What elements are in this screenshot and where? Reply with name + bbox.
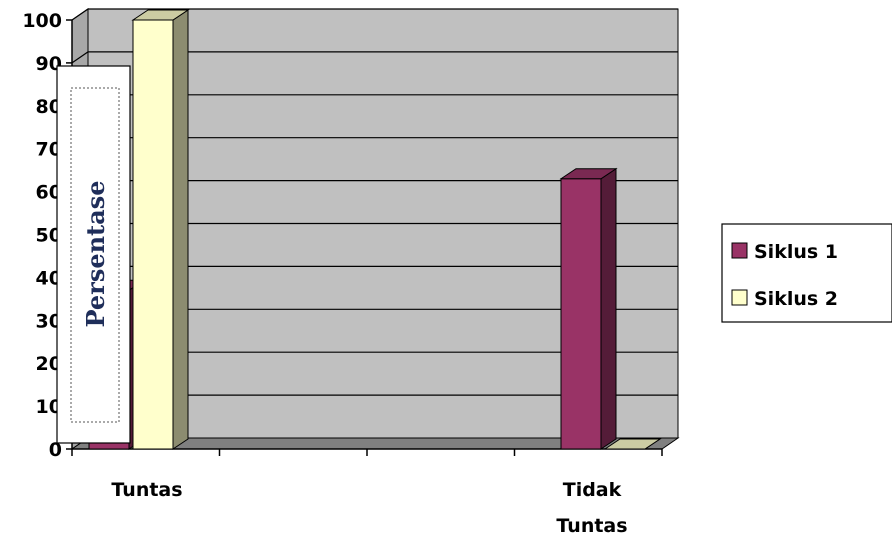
y-tick-label: 40 — [36, 267, 62, 289]
y-tick-label: 60 — [36, 182, 62, 204]
gridline — [71, 51, 678, 64]
bar-side — [172, 9, 189, 450]
legend-box — [721, 223, 892, 323]
legend-swatch — [731, 242, 748, 259]
legend: Siklus 1 Siklus 2 — [721, 223, 892, 323]
y-tick-label: 20 — [36, 353, 62, 375]
y-tick-label: 0 — [49, 439, 62, 461]
y-tick-label: 70 — [36, 139, 62, 161]
bar-top — [131, 9, 190, 21]
bar-top — [559, 168, 618, 180]
y-tick-label: 50 — [36, 225, 62, 247]
y-tick-label: 10 — [36, 396, 62, 418]
bar-siklus-1-tidak-tuntas — [559, 167, 618, 450]
y-axis-title-box: Persentase — [56, 65, 131, 444]
y-tick-label: 90 — [36, 53, 62, 75]
legend-swatch — [731, 289, 748, 306]
legend-label: Siklus 1 — [754, 241, 838, 263]
gridline — [71, 8, 678, 21]
category-labels: Tuntas Tidak Tuntas — [111, 479, 627, 537]
bar-top — [603, 438, 662, 450]
bar-siklus-2-tidak-tuntas — [603, 438, 662, 450]
legend-label: Siklus 2 — [754, 288, 838, 310]
y-tick-labels: 0 10 20 30 40 50 60 70 80 90 100 — [22, 10, 62, 461]
bar-front — [560, 178, 602, 450]
category-label: Tidak Tuntas — [556, 479, 627, 537]
bar-front — [132, 19, 174, 450]
y-axis-title: Persentase — [81, 181, 110, 328]
bar-side — [600, 167, 617, 450]
category-label: Tuntas — [111, 479, 182, 501]
y-tick-label: 30 — [36, 310, 62, 332]
y-tick-label: 80 — [36, 96, 62, 118]
y-tick-label: 100 — [22, 10, 62, 32]
bar-siklus-2-tuntas — [131, 9, 190, 450]
